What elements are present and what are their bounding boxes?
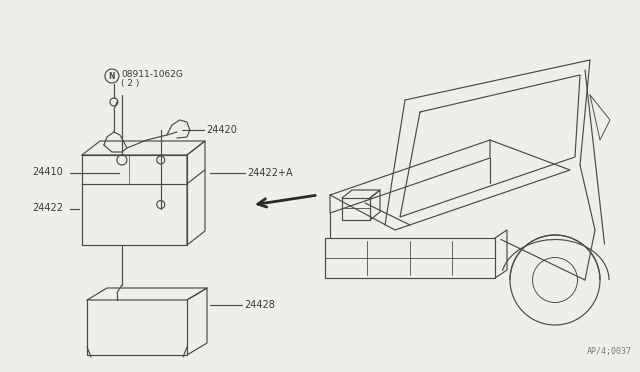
- Text: ( 2 ): ( 2 ): [121, 78, 140, 87]
- Text: 24422+A: 24422+A: [247, 167, 292, 177]
- Text: 24428: 24428: [244, 299, 275, 310]
- Text: 24420: 24420: [206, 125, 237, 135]
- Text: N: N: [109, 71, 115, 80]
- Text: 24422: 24422: [32, 203, 63, 213]
- Text: 08911-1062G: 08911-1062G: [121, 70, 183, 78]
- Text: AP/4;0037: AP/4;0037: [587, 347, 632, 356]
- Text: 24410: 24410: [32, 167, 63, 177]
